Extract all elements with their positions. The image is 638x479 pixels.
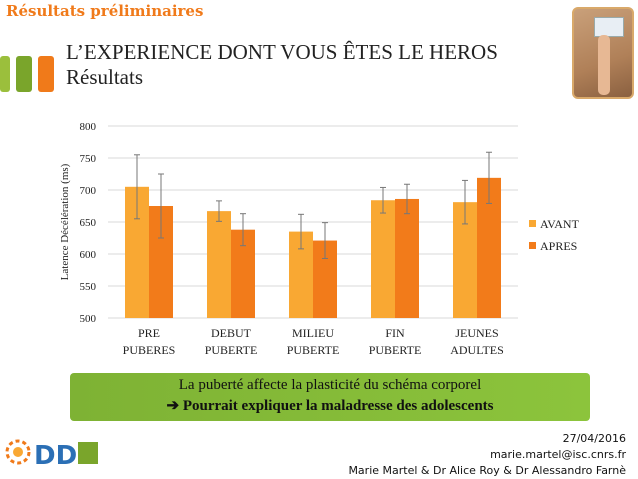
bar-avant — [207, 211, 231, 318]
footer-email[interactable]: marie.martel@isc.cnrs.fr — [490, 448, 626, 461]
legend-label: AVANT — [540, 217, 580, 231]
section-title: Résultats préliminaires — [6, 2, 204, 20]
decor-bar-green-light — [0, 56, 10, 92]
x-tick-label: PUBERTE — [287, 343, 340, 357]
y-tick-label: 600 — [80, 249, 97, 261]
y-tick-label: 700 — [80, 185, 97, 197]
decor-bar-green — [16, 56, 32, 92]
x-tick-label: PRE — [138, 326, 160, 340]
experiment-photo — [572, 7, 634, 99]
x-tick-label: PUBERES — [123, 343, 176, 357]
y-tick-label: 550 — [80, 281, 97, 293]
slide-title-line1: L’EXPERIENCE DONT VOUS ÊTES LE HEROS — [66, 40, 498, 64]
footer-authors: Marie Martel & Dr Alice Roy & Dr Alessan… — [348, 464, 626, 477]
slide-title-line2: Résultats — [66, 65, 143, 89]
footer-date: 27/04/2016 — [562, 432, 626, 445]
banner-line2: ➔ Pourrait expliquer la maladresse des a… — [70, 396, 590, 417]
y-tick-label: 800 — [80, 121, 97, 133]
slide-title: L’EXPERIENCE DONT VOUS ÊTES LE HEROS Rés… — [66, 40, 498, 90]
legend-label: APRES — [540, 239, 577, 253]
legend-swatch — [529, 242, 536, 249]
photo-arm — [598, 35, 610, 95]
logo-block — [78, 442, 98, 464]
x-tick-label: DEBUT — [211, 326, 252, 340]
conclusion-banner: La puberté affecte la plasticité du sché… — [70, 373, 590, 421]
bar-avant — [371, 200, 395, 318]
logo-sun-icon — [5, 439, 31, 465]
x-tick-label: PUBERTE — [205, 343, 258, 357]
x-tick-label: MILIEU — [292, 326, 334, 340]
x-tick-label: JEUNES — [455, 326, 498, 340]
ddi-logo: DDI — [5, 439, 98, 471]
x-tick-label: FIN — [385, 326, 405, 340]
bar-apres — [395, 198, 419, 318]
legend-swatch — [529, 220, 536, 227]
y-tick-label: 750 — [80, 153, 97, 165]
x-tick-label: ADULTES — [450, 343, 504, 357]
y-axis-label: Latence Décélération (ms) — [59, 163, 71, 280]
x-tick-label: PUBERTE — [369, 343, 422, 357]
y-tick-label: 500 — [80, 313, 97, 325]
decor-bar-orange — [38, 56, 54, 92]
banner-line2-text: Pourrait expliquer la maladresse des ado… — [182, 398, 494, 414]
arrow-icon: ➔ — [166, 398, 180, 414]
y-tick-label: 650 — [80, 217, 97, 229]
banner-line1: La puberté affecte la plasticité du sché… — [178, 377, 482, 393]
bar-chart: 500 550 600 650 700 750 800 Latence Décélératio… — [59, 121, 580, 357]
logo-sun-core — [13, 447, 23, 457]
